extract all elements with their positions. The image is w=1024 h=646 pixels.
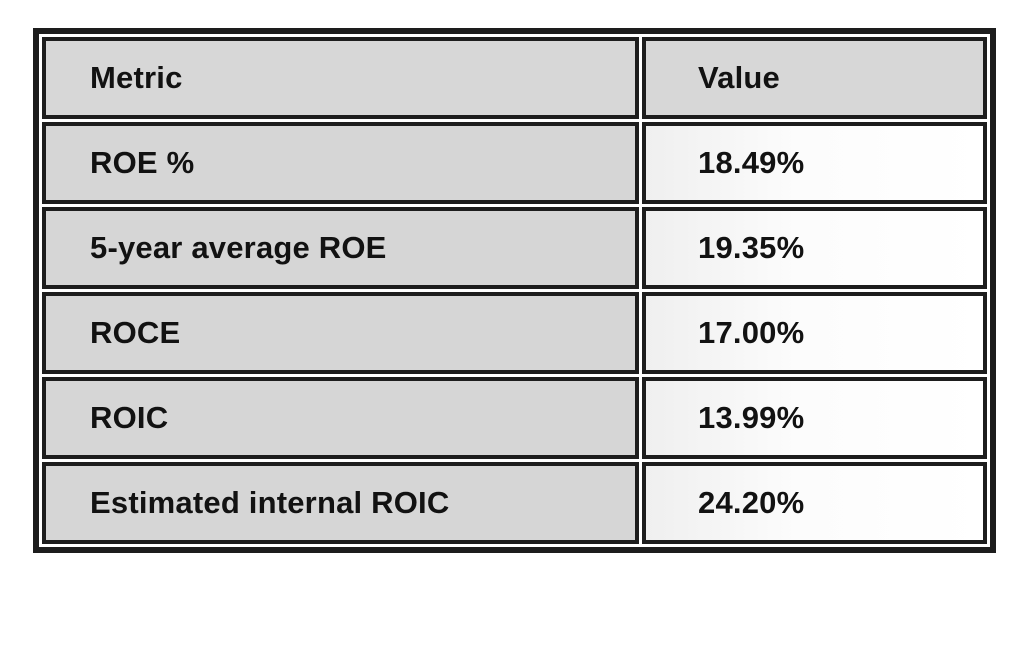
table-row: ROIC 13.99% [42, 377, 987, 459]
metric-cell-5yr-avg-roe: 5-year average ROE [42, 207, 639, 289]
table-row: ROCE 17.00% [42, 292, 987, 374]
header-cell-value: Value [642, 37, 987, 119]
value-cell-roce: 17.00% [642, 292, 987, 374]
header-row: Metric Value [42, 37, 987, 119]
metrics-table: Metric Value ROE % 18.49% 5-year average… [33, 28, 996, 553]
table-row: Estimated internal ROIC 24.20% [42, 462, 987, 544]
metric-cell-internal-roic: Estimated internal ROIC [42, 462, 639, 544]
table-row: ROE % 18.49% [42, 122, 987, 204]
metric-cell-roic: ROIC [42, 377, 639, 459]
metric-cell-roce: ROCE [42, 292, 639, 374]
metric-cell-roe: ROE % [42, 122, 639, 204]
value-cell-roe: 18.49% [642, 122, 987, 204]
value-cell-internal-roic: 24.20% [642, 462, 987, 544]
value-cell-5yr-avg-roe: 19.35% [642, 207, 987, 289]
header-cell-metric: Metric [42, 37, 639, 119]
table-row: 5-year average ROE 19.35% [42, 207, 987, 289]
value-cell-roic: 13.99% [642, 377, 987, 459]
